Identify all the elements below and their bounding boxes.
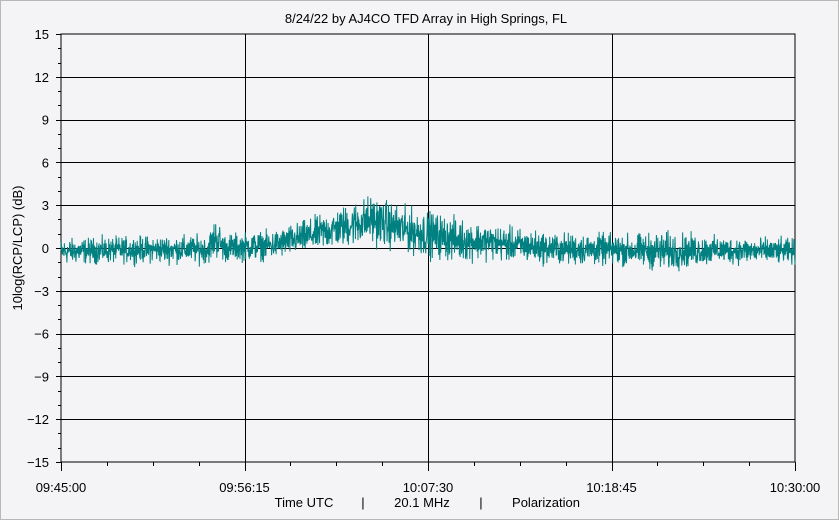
y-tick-label: −12 [27,412,49,427]
plot-area [60,33,796,463]
x-axis-label: Time UTC | 20.1 MHz | Polarization [275,495,580,510]
y-tick-label: 0 [42,241,49,256]
y-tick-label: 3 [42,198,49,213]
x-axis-label-quantity: Polarization [512,495,580,510]
y-axis-ticks: 15 12 9 6 3 0 −3 −6 −9 −12 −15 [27,27,61,470]
x-axis-label-time: Time UTC [275,495,334,510]
x-axis-label-separator-1: | [361,495,364,510]
x-tick-label: 09:56:15 [219,480,270,495]
x-tick-label: 10:07:30 [403,480,454,495]
y-tick-label: −6 [34,327,49,342]
chart-title: 8/24/22 by AJ4CO TFD Array in High Sprin… [285,11,567,26]
x-tick-label: 09:45:00 [36,480,87,495]
y-tick-label: −3 [34,284,49,299]
x-axis-label-frequency: 20.1 MHz [394,495,450,510]
y-tick-label: 9 [42,113,49,128]
y-tick-label: 15 [35,27,49,42]
series-polarization [60,196,796,272]
x-axis-ticks: 09:45:00 09:56:15 10:07:30 10:18:45 10:30:00 [36,462,821,495]
y-tick-label: −9 [34,369,49,384]
x-tick-label: 10:30:00 [770,480,821,495]
x-tick-label: 10:18:45 [586,480,637,495]
x-axis-label-separator-2: | [479,495,482,510]
y-tick-label: 6 [42,155,49,170]
y-axis-label: 10log(RCP/LCP) (dB) [10,186,25,311]
y-tick-label: 12 [35,70,49,85]
y-tick-label: −15 [27,455,49,470]
